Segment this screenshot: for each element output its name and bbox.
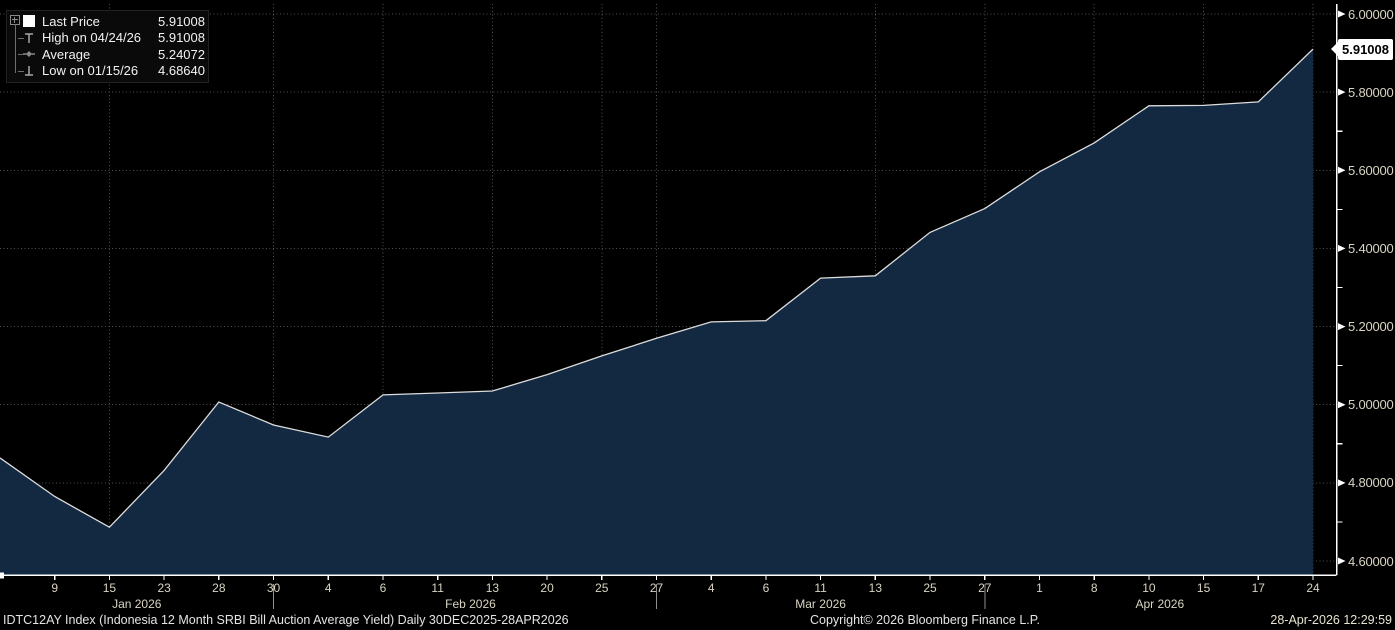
x-axis-tick-label: 4: [324, 581, 332, 595]
x-axis-left-cap: [0, 572, 4, 579]
x-axis-tick-label: 17: [1251, 581, 1265, 595]
x-axis-tick-label: 10: [1142, 581, 1156, 595]
y-axis-label: 6.00000: [1348, 6, 1394, 22]
legend-row-high[interactable]: High on 04/24/26 5.91008: [18, 30, 205, 47]
tree-stub: [18, 54, 24, 55]
x-axis-tick-label: 23: [157, 581, 171, 595]
x-axis-tick-label: 1: [1036, 581, 1043, 595]
legend-label: Average: [42, 46, 91, 62]
x-axis-tick-label: 11: [814, 581, 827, 595]
y-tick-arrow: [1338, 244, 1346, 252]
y-axis-label: 4.80000: [1348, 475, 1394, 491]
legend-row-last-price[interactable]: Last Price 5.91008: [22, 13, 205, 30]
legend-row-low[interactable]: Low on 01/15/26 4.68640: [18, 63, 205, 80]
x-axis-month-label: Mar 2026: [795, 597, 846, 611]
y-tick-arrow: [1338, 401, 1346, 409]
legend-label: Low on 01/15/26: [42, 63, 139, 79]
y-axis-label: 4.60000: [1348, 553, 1394, 569]
legend-tree-connector: [15, 24, 16, 73]
x-axis-tick-label: 28: [212, 581, 226, 595]
average-marker-icon: [22, 47, 42, 61]
chart-title: IDTC12AY Index (Indonesia 12 Month SRBI …: [3, 613, 569, 627]
x-axis-tick-label: 27: [649, 581, 664, 595]
timestamp: 28-Apr-2026 12:29:59: [1270, 613, 1392, 627]
legend-value: 4.68640: [158, 63, 205, 79]
last-price-square-icon: [22, 14, 42, 28]
x-axis-tick-label: 24: [1306, 581, 1320, 595]
y-axis-label: 5.40000: [1348, 240, 1394, 256]
copyright-text: Copyright© 2026 Bloomberg Finance L.P.: [810, 613, 1040, 627]
x-axis-tick-label: 15: [1196, 581, 1211, 595]
x-axis-tick-label: 30: [266, 581, 281, 595]
legend-value: 5.91008: [158, 30, 205, 46]
x-axis-tick-label: 13: [868, 581, 882, 595]
x-axis-tick-label: 6: [762, 581, 770, 595]
area-fill: [0, 49, 1313, 576]
x-axis-tick-label: 8: [1090, 581, 1098, 595]
x-axis-tick-label: 25: [923, 581, 937, 595]
footer-bar: IDTC12AY Index (Indonesia 12 Month SRBI …: [0, 612, 1395, 630]
legend-label: High on 04/24/26: [42, 30, 142, 46]
x-axis-tick-label: 20: [540, 581, 554, 595]
y-tick-arrow: [1338, 479, 1346, 487]
legend-row-average[interactable]: Average 5.24072: [18, 46, 205, 63]
x-axis-month-label: Apr 2026: [1135, 597, 1185, 611]
high-marker-icon: [22, 31, 42, 45]
low-marker-icon: [22, 64, 42, 78]
y-axis-label: 5.00000: [1348, 397, 1394, 413]
x-axis-month-label: Jan 2026: [112, 597, 162, 611]
legend-value: 5.91008: [158, 13, 205, 29]
last-price-tag: 5.91008: [1331, 38, 1393, 60]
price-line: [0, 48, 1314, 529]
x-axis-tick-label: 25: [595, 581, 609, 595]
legend-label: Last Price: [42, 13, 100, 29]
legend-value: 5.24072: [158, 46, 205, 62]
y-axis-label: 5.60000: [1348, 162, 1394, 178]
y-axis-label: 5.80000: [1348, 84, 1394, 100]
tree-stub: [18, 37, 24, 39]
tree-stub: [18, 70, 24, 72]
x-axis-tick-label: 27: [978, 581, 992, 595]
x-axis-tick-label: 13: [485, 581, 500, 595]
y-tick-arrow: [1338, 323, 1346, 331]
y-tick-arrow: [1338, 166, 1346, 174]
x-axis-tick-label: 9: [51, 581, 59, 595]
x-axis-tick-label: 15: [102, 581, 117, 595]
y-tick-arrow: [1338, 557, 1346, 565]
x-axis-month-label: Feb 2026: [445, 597, 496, 611]
x-axis-tick-label: 6: [379, 581, 387, 595]
legend: Last Price 5.91008 High on 04/24/26 5.91…: [6, 10, 209, 83]
y-tick-arrow: [1338, 10, 1346, 18]
y-tick-arrow: [1338, 88, 1346, 96]
y-axis-label: 5.20000: [1348, 319, 1394, 335]
x-axis-tick-label: 11: [431, 581, 444, 595]
x-axis-tick-label: 4: [707, 581, 715, 595]
